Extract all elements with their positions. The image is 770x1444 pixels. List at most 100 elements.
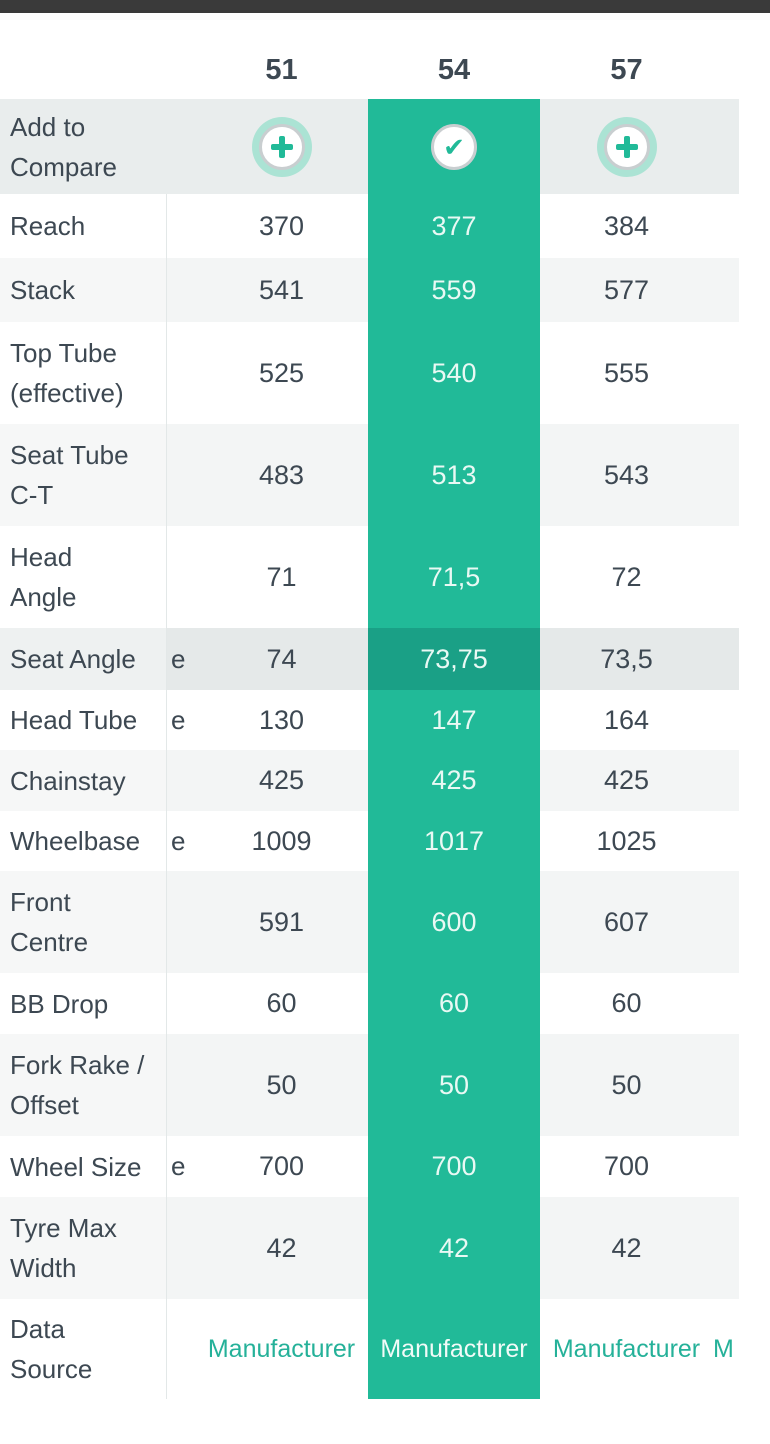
value-cell-size-57: 700 [540,1136,713,1197]
table-row-top-tube-effective-: Top Tube (effective) 525 540 555 [0,322,739,424]
hidden-column-tail [167,1197,195,1299]
value-cell-size-51: 541 [195,258,368,322]
cell-value: 425 [258,765,305,795]
row-label-cell: BB Drop [0,973,167,1034]
row-label: Seat Angle [10,644,136,674]
compare-peek-spacer [713,99,739,194]
value-cell-size-57: 60 [540,973,713,1034]
value-cell-size-54: 425 [368,750,540,811]
table-row-wheelbase: Wheelbase e 1009 1017 1025 [0,811,739,871]
value-cell-size-54: 513 [368,424,540,526]
cell-value: 1025 [596,825,657,856]
cell-value: 384 [603,210,650,241]
geometry-table: 51 54 57 Add to Compare ✔ Reach 370 377 384 Stack… [0,13,739,1399]
row-label-cell: Wheel Size [0,1136,167,1197]
size-column-header-57: 57 [540,13,713,99]
cell-value: 541 [258,274,305,305]
plus-icon[interactable] [251,116,312,177]
cell-value: 513 [431,459,477,490]
cell-value: 60 [611,988,642,1018]
next-column-peek-cell [713,526,739,628]
manufacturer-link[interactable]: Manufacturer [380,1334,528,1363]
row-label-cell: Top Tube (effective) [0,322,167,424]
manufacturer-link[interactable]: Manufacturer [552,1334,701,1363]
value-cell-size-54: 73,75 [368,628,540,690]
value-cell-size-51: 425 [195,750,368,811]
next-column-peek-cell [713,811,739,871]
cell-value: 1009 [251,825,312,856]
value-cell-size-57: Manufacturer [540,1299,713,1399]
cell-value: 559 [431,274,477,305]
value-cell-size-57: 543 [540,424,713,526]
table-row-seat-angle: Seat Angle e 74 73,75 73,5 [0,628,739,690]
manufacturer-link[interactable]: Manufacturer [207,1334,356,1363]
checkmark-glyph: ✔ [443,131,465,162]
hidden-column-tail [167,1299,195,1399]
row-label: BB Drop [10,988,109,1019]
row-label-cell: Head Angle [0,526,167,628]
row-label: Reach [10,211,86,241]
hidden-column-tail [167,750,195,811]
hidden-column-tail: e [167,690,195,750]
value-cell-size-57: 42 [540,1197,713,1299]
hidden-column-tail [167,194,195,258]
cell-value: 164 [603,704,650,735]
row-label-cell: Head Tube [0,690,167,750]
row-label-cell: Seat Angle [0,628,167,690]
cell-value: 700 [258,1151,305,1181]
table-row-chainstay: Chainstay 425 425 425 [0,750,739,811]
cell-value: 42 [438,1232,470,1263]
value-cell-size-54: 50 [368,1034,540,1136]
next-column-peek-cell [713,1034,739,1136]
add-to-compare-label-cell: Add to Compare [0,99,167,194]
cell-value: 591 [258,906,305,937]
value-cell-size-57: 73,5 [540,628,713,690]
value-cell-size-54: 1017 [368,811,540,871]
cell-value: 700 [603,1151,650,1181]
value-cell-size-57: 384 [540,194,713,258]
check-icon[interactable]: ✔ [431,123,477,170]
hidden-column-tail [167,973,195,1034]
row-label: Chainstay [10,765,126,796]
cell-value: 74 [266,643,297,674]
table-row-stack: Stack 541 559 577 [0,258,739,322]
hidden-column-tail [167,526,195,628]
value-cell-size-51: 370 [195,194,368,258]
overflow-letter-fragment: e [171,825,186,856]
cell-value: 543 [603,459,650,490]
cell-value: 50 [611,1069,642,1100]
value-cell-size-51: 591 [195,871,368,973]
next-column-peek-cell [713,973,739,1034]
next-column-manufacturer-peek: M [713,1334,734,1363]
value-cell-size-51: 525 [195,322,368,424]
row-label-cell: Chainstay [0,750,167,811]
cell-value: 525 [258,357,305,388]
next-column-peek-cell: M [713,1299,739,1399]
cell-value: 130 [258,704,305,735]
row-label-cell: Front Centre [0,871,167,973]
table-row-seat-tube-c-t: Seat Tube C-T 483 513 543 [0,424,739,526]
size-column-header-54: 54 [368,13,540,99]
plus-icon[interactable] [596,116,657,177]
hidden-column-tail [167,322,195,424]
row-label: Fork Rake / Offset [10,1050,145,1120]
value-cell-size-57: 425 [540,750,713,811]
next-column-peek-cell [713,750,739,811]
value-cell-size-51: Manufacturer [195,1299,368,1399]
header-tail-spacer [167,13,195,99]
cell-value: 607 [603,906,650,937]
cell-value: 483 [258,459,305,490]
compare-tail-spacer [167,99,195,194]
compare-cell-57 [540,99,713,194]
row-label-cell: Wheelbase [0,811,167,871]
row-label: Stack [10,275,76,305]
cell-value: 600 [431,906,477,937]
row-label: Head Angle [10,542,77,612]
cell-value: 60 [438,988,470,1018]
value-cell-size-51: 1009 [195,811,368,871]
size-column-label: 54 [437,54,471,86]
table-row-head-angle: Head Angle 71 71,5 72 [0,526,739,628]
overflow-letter-fragment: e [171,1151,186,1181]
overflow-letter-fragment: e [171,643,186,674]
table-row-front-centre: Front Centre 591 600 607 [0,871,739,973]
